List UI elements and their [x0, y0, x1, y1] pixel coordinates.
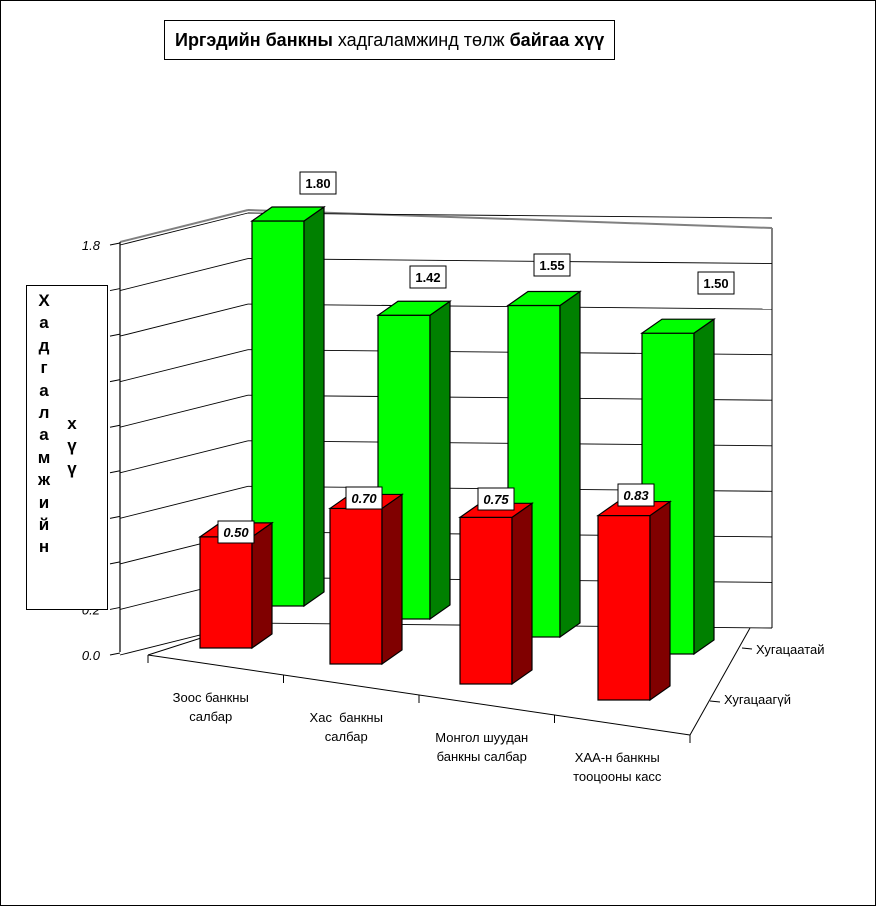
- y-gridline-side: [119, 212, 249, 246]
- y-gridline-side: [119, 303, 249, 337]
- y-axis-title-letter: г: [40, 358, 48, 378]
- wall-top-left-edge: [119, 209, 249, 243]
- bar-hugatsaagui: [459, 516, 513, 685]
- y-axis-title-letter: ү: [67, 436, 77, 456]
- depth-axis-label: Хугацаагүй: [724, 692, 791, 707]
- bar-top-hugatsaatai: [506, 290, 582, 307]
- chart-title-bold-part-2: байгаа хүү: [509, 29, 605, 50]
- y-tick-mark: [109, 333, 121, 337]
- data-label-box: [409, 265, 447, 289]
- y-tick-mark: [109, 606, 121, 610]
- data-label: 0.50: [223, 525, 249, 540]
- data-label-box: [345, 486, 383, 510]
- y-axis-title-letter: и: [38, 492, 50, 512]
- depth-axis-label: Хугацаатай: [756, 642, 825, 657]
- bar-side-hugatsaagui: [511, 502, 533, 686]
- y-axis-title-letter: л: [38, 402, 50, 422]
- y-axis-title-letter: ү: [67, 458, 77, 478]
- y-axis-title-letter: Х: [38, 291, 50, 310]
- y-axis-title-letter: н: [38, 537, 50, 557]
- y-tick-mark: [109, 424, 121, 428]
- data-label: 1.55: [539, 258, 564, 273]
- x-category-label: ХАА-н банкны: [575, 750, 660, 765]
- y-gridline-side: [119, 394, 249, 428]
- y-tick-mark: [109, 288, 121, 292]
- chart-title-bold-part: Иргэдийн банкны: [175, 29, 333, 50]
- bar-top-hugatsaatai: [376, 300, 452, 316]
- y-axis-title-letter: й: [38, 514, 50, 534]
- bar-side-hugatsaatai: [303, 205, 325, 608]
- y-tick-mark: [109, 561, 121, 565]
- x-category-label: банкны салбар: [437, 749, 527, 764]
- data-label-box: [533, 253, 571, 277]
- y-axis-title-letter: д: [38, 335, 50, 355]
- chart-title: Иргэдийн банкны хадгаламжинд төлж байгаа…: [164, 20, 616, 60]
- data-label: 1.80: [305, 176, 330, 191]
- y-axis-title-letter: а: [39, 425, 49, 445]
- y-gridline-side: [119, 485, 249, 519]
- y-axis-title-letter: а: [39, 313, 49, 333]
- y-axis-title-letter: х: [67, 414, 77, 433]
- bar-top-hugatsaatai: [640, 318, 716, 334]
- y-gridline-back: [247, 258, 773, 265]
- data-label-box: [697, 271, 735, 295]
- x-category-label: Зоос банкны: [173, 690, 249, 705]
- y-tick-mark: [109, 379, 121, 383]
- y-tick-mark: [109, 515, 121, 519]
- y-tick-label: 0.0: [82, 648, 101, 663]
- depth-axis-line: [689, 627, 751, 736]
- y-axis-title-letter: ж: [37, 470, 51, 490]
- data-label: 1.42: [415, 270, 440, 285]
- bar-side-hugatsaagui: [381, 493, 403, 666]
- y-axis-title-letter: м: [37, 447, 51, 467]
- y-axis-title-letter: а: [39, 380, 49, 400]
- x-category-label: тооцооны касс: [573, 769, 662, 784]
- y-tick-label: 1.8: [82, 238, 101, 253]
- x-category-label: салбар: [325, 729, 368, 744]
- y-tick-mark: [109, 652, 121, 656]
- bar-hugatsaagui: [597, 514, 651, 701]
- y-tick-mark: [109, 242, 121, 246]
- data-label: 1.50: [703, 276, 728, 291]
- bar-side-hugatsaatai: [559, 290, 581, 639]
- data-label-box: [299, 171, 337, 195]
- data-label-box: [217, 520, 255, 544]
- x-category-label: салбар: [189, 709, 232, 724]
- x-category-label: Монгол шуудан: [435, 730, 528, 745]
- y-gridline-side: [119, 440, 249, 474]
- y-gridline-side: [119, 349, 249, 383]
- y-gridline-side: [119, 258, 249, 291]
- data-label-box: [617, 483, 655, 507]
- x-category-label: Хас банкны: [310, 710, 383, 725]
- data-label-box: [477, 487, 515, 511]
- wall-top-edge: [247, 209, 773, 229]
- y-gridline-back: [247, 212, 773, 219]
- bar-hugatsaagui: [199, 536, 253, 649]
- data-label: 0.83: [623, 488, 649, 503]
- bar-side-hugatsaatai: [693, 318, 715, 656]
- data-label: 0.70: [351, 491, 377, 506]
- chart-title-regular-part: хадгаламжинд төлж: [332, 29, 510, 50]
- bar-top-hugatsaatai: [250, 206, 326, 222]
- bar-side-hugatsaagui: [251, 521, 273, 650]
- depth-tick-mark: [709, 700, 721, 703]
- bar-side-hugatsaatai: [429, 300, 451, 621]
- depth-tick-mark: [741, 647, 753, 650]
- bar-hugatsaagui: [329, 507, 383, 665]
- bar-side-hugatsaagui: [649, 500, 671, 702]
- data-label: 0.75: [483, 492, 509, 507]
- y-tick-mark: [109, 470, 121, 474]
